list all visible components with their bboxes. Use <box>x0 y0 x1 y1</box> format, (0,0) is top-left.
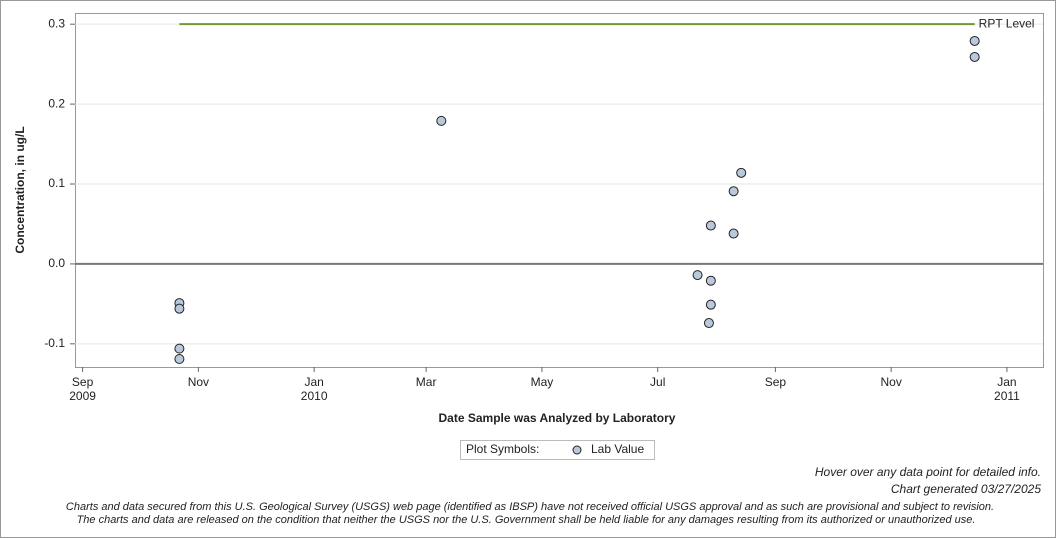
legend-label: Lab Value <box>591 442 644 456</box>
x-tick-label: Sep <box>765 375 787 389</box>
x-axis-label: Date Sample was Analyzed by Laboratory <box>439 411 676 425</box>
note: Hover over any data point for detailed i… <box>815 465 1041 479</box>
data-point <box>969 35 980 46</box>
legend-title: Plot Symbols: <box>466 442 539 456</box>
disclaimer: The charts and data are released on the … <box>77 514 976 526</box>
y-tick-label: 0.0 <box>48 256 65 270</box>
y-tick-label: 0.3 <box>48 16 65 30</box>
x-tick-label: Jan 2010 <box>301 375 328 403</box>
y-tick-label: 0.1 <box>48 176 65 190</box>
disclaimer: Charts and data secured from this U.S. G… <box>66 501 994 513</box>
x-tick-label: Jul <box>650 375 665 389</box>
data-point <box>174 343 185 354</box>
reference-label: RPT Level <box>979 16 1035 30</box>
y-axis-label: Concentration, in ug/L <box>13 126 27 253</box>
x-tick-label: Nov <box>188 375 209 389</box>
data-point <box>728 186 739 197</box>
plot-frame <box>75 13 1044 368</box>
data-point <box>705 275 716 286</box>
data-point <box>736 167 747 178</box>
data-point <box>969 51 980 62</box>
data-point <box>705 299 716 310</box>
x-tick-label: Mar <box>416 375 437 389</box>
data-point <box>692 270 703 281</box>
y-tick-label: 0.2 <box>48 96 65 110</box>
note: Chart generated 03/27/2025 <box>891 482 1041 496</box>
data-point <box>436 115 447 126</box>
x-tick-label: Sep 2009 <box>69 375 96 403</box>
y-tick-label: -0.1 <box>44 336 65 350</box>
data-point <box>174 303 185 314</box>
legend-box <box>460 440 655 460</box>
x-tick-label: Nov <box>880 375 901 389</box>
legend-symbol <box>572 445 582 455</box>
data-point <box>703 318 714 329</box>
data-point <box>728 228 739 239</box>
x-tick-label: Jan 2011 <box>994 375 1020 403</box>
data-point <box>705 220 716 231</box>
x-tick-label: May <box>531 375 554 389</box>
data-point <box>174 354 185 365</box>
